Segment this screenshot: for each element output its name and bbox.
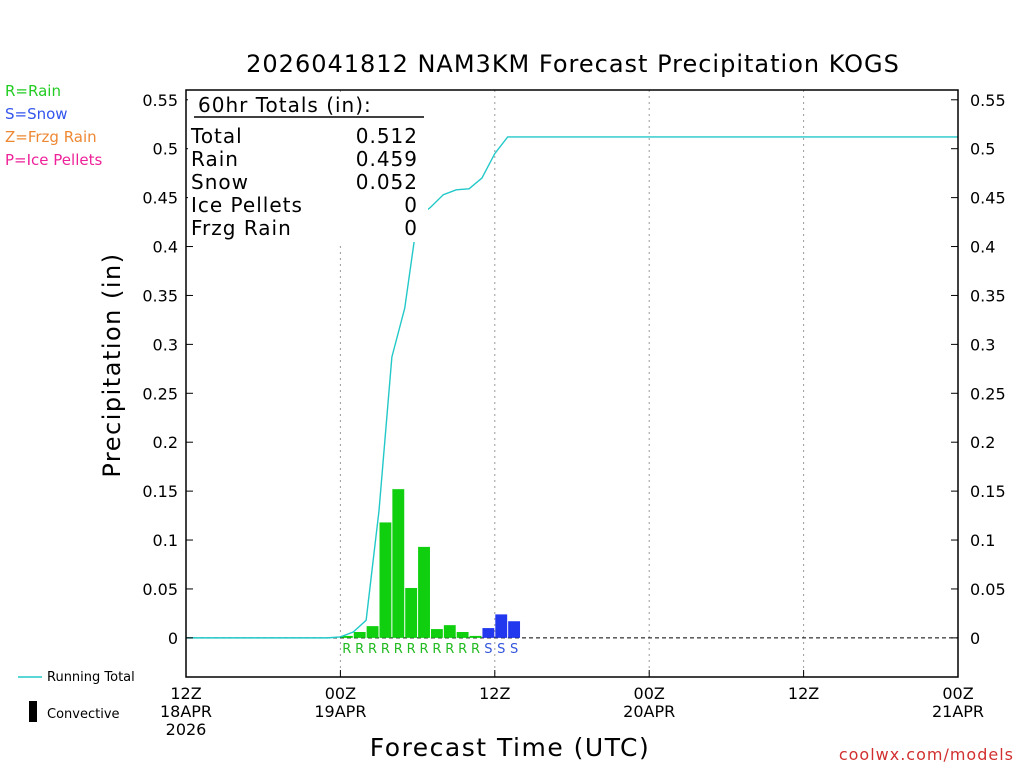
precip-bar bbox=[443, 625, 456, 638]
precip-bar bbox=[430, 629, 443, 638]
x-tick-label: 18APR bbox=[160, 702, 212, 721]
y-tick-label-right: 0.1 bbox=[970, 531, 995, 550]
y-tick-label: 0.35 bbox=[142, 286, 178, 305]
y-tick-label-right: 0 bbox=[970, 629, 980, 648]
x-tick-label: 12Z bbox=[479, 684, 510, 703]
precip-bar bbox=[418, 546, 430, 638]
totals-row-value: 0 bbox=[404, 193, 418, 217]
y-tick-label-right: 0.3 bbox=[970, 335, 995, 354]
x-tick-label: 00Z bbox=[325, 684, 356, 703]
x-tick-label: 00Z bbox=[634, 684, 665, 703]
totals-row-label: Total bbox=[190, 124, 243, 148]
convective-legend-swatch bbox=[29, 701, 37, 722]
y-tick-label: 0.45 bbox=[142, 189, 178, 208]
precip-type-label: R bbox=[342, 642, 351, 657]
y-tick-label: 0.25 bbox=[142, 384, 178, 403]
y-tick-label-right: 0.25 bbox=[970, 384, 1006, 403]
y-tick-label-right: 0.5 bbox=[970, 140, 995, 159]
totals-row-label: Snow bbox=[191, 170, 249, 194]
y-axis-label: Precipitation (in) bbox=[98, 252, 126, 478]
precip-bar bbox=[405, 587, 418, 638]
y-tick-label: 0.3 bbox=[153, 335, 178, 354]
x-tick-label: 12Z bbox=[788, 684, 819, 703]
legend-ice-pellets: P=Ice Pellets bbox=[5, 151, 103, 169]
y-tick-label-right: 0.2 bbox=[970, 433, 995, 452]
x-tick-label: 21APR bbox=[932, 702, 984, 721]
totals-row-value: 0.512 bbox=[356, 124, 418, 148]
precip-type-label: R bbox=[355, 642, 364, 657]
y-tick-label-right: 0.55 bbox=[970, 91, 1006, 110]
y-tick-label-right: 0.05 bbox=[970, 580, 1006, 599]
plot-frame bbox=[185, 89, 959, 678]
x-tick-label: 00Z bbox=[942, 684, 973, 703]
precip-type-label: R bbox=[471, 642, 480, 657]
totals-heading: 60hr Totals (in): bbox=[198, 93, 372, 117]
precip-type-label: R bbox=[420, 642, 429, 657]
precip-bar bbox=[340, 635, 353, 638]
x-tick-label: 19APR bbox=[314, 702, 366, 721]
y-tick-label-right: 0.4 bbox=[970, 238, 995, 257]
chart-title: 2026041812 NAM3KM Forecast Precipitation… bbox=[246, 50, 900, 78]
precip-type-label: R bbox=[445, 642, 454, 657]
y-tick-label: 0.05 bbox=[142, 580, 178, 599]
y-tick-label-right: 0.45 bbox=[970, 189, 1006, 208]
x-axis-label: Forecast Time (UTC) bbox=[369, 733, 651, 762]
precip-type-label: R bbox=[381, 642, 390, 657]
y-tick-label: 0.55 bbox=[142, 91, 178, 110]
precip-type-label: S bbox=[510, 642, 518, 657]
legend-freezing-rain: Z=Frzg Rain bbox=[5, 128, 97, 146]
precip-type-label: R bbox=[407, 642, 416, 657]
y-tick-label-right: 0.15 bbox=[970, 482, 1006, 501]
source-credit: coolwx.com/models bbox=[838, 745, 1014, 764]
totals-row-label: Frzg Rain bbox=[191, 216, 292, 240]
precip-bar bbox=[353, 631, 366, 638]
precip-bar bbox=[469, 635, 482, 638]
totals-row-label: Rain bbox=[191, 147, 239, 171]
x-tick-label: 12Z bbox=[170, 684, 201, 703]
precip-type-label: R bbox=[432, 642, 441, 657]
legend-rain: R=Rain bbox=[5, 82, 61, 100]
totals-row-value: 0 bbox=[404, 216, 418, 240]
totals-row-value: 0.052 bbox=[356, 170, 418, 194]
x-tick-label: 20APR bbox=[623, 702, 675, 721]
precip-bar bbox=[392, 489, 405, 638]
y-tick-label: 0.15 bbox=[142, 482, 178, 501]
precip-type-label: R bbox=[394, 642, 403, 657]
legend-snow: S=Snow bbox=[5, 105, 68, 123]
totals-row-value: 0.459 bbox=[356, 147, 418, 171]
y-tick-label: 0.1 bbox=[153, 531, 178, 550]
y-tick-label: 0.2 bbox=[153, 433, 178, 452]
precip-type-label: S bbox=[484, 642, 492, 657]
convective-legend-label: Convective bbox=[47, 707, 120, 722]
precip-type-label: R bbox=[368, 642, 377, 657]
precip-bar bbox=[508, 621, 521, 638]
y-tick-label: 0.5 bbox=[153, 140, 178, 159]
precip-type-label: R bbox=[458, 642, 467, 657]
precip-bar bbox=[495, 614, 508, 638]
precip-bar bbox=[366, 626, 379, 638]
precip-type-label: S bbox=[497, 642, 505, 657]
x-tick-label: 2026 bbox=[166, 720, 207, 739]
precip-bar bbox=[482, 628, 495, 638]
totals-row-label: Ice Pellets bbox=[191, 193, 303, 217]
precip-bar bbox=[379, 522, 392, 638]
y-tick-label: 0 bbox=[168, 629, 178, 648]
precip-bar bbox=[456, 631, 469, 638]
running-total-legend-label: Running Total bbox=[47, 670, 135, 685]
y-tick-label: 0.4 bbox=[153, 238, 178, 257]
y-tick-label-right: 0.35 bbox=[970, 286, 1006, 305]
